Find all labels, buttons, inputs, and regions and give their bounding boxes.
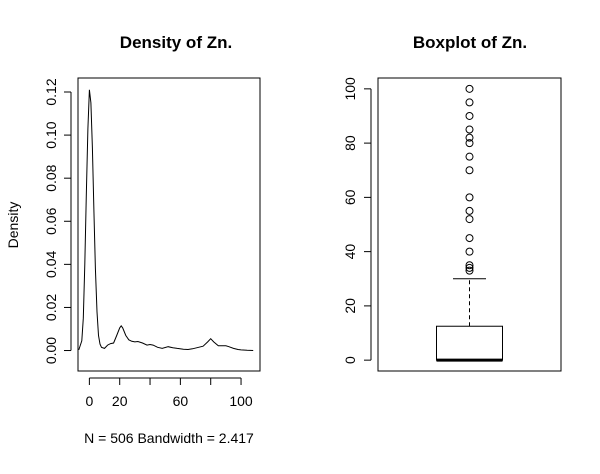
boxplot-outlier-point bbox=[465, 133, 474, 142]
density-panel: Density of Zn. 0.000.020.040.060.080.100… bbox=[5, 33, 261, 446]
boxplot-outlier-point bbox=[465, 261, 474, 270]
boxplot-title: Boxplot of Zn. bbox=[413, 33, 527, 52]
density-x-label: N = 506 Bandwidth = 2.417 bbox=[84, 430, 254, 446]
boxplot-outliers bbox=[465, 84, 474, 275]
boxplot-y-tick-label: 60 bbox=[342, 189, 358, 205]
boxplot-panel: Boxplot of Zn. 0 20 40 60 80 100 bbox=[342, 33, 562, 372]
boxplot-y-tick-label: 80 bbox=[342, 135, 358, 151]
boxplot-outlier-point bbox=[465, 111, 474, 120]
boxplot-outlier-point bbox=[465, 125, 474, 134]
boxplot-box-group bbox=[436, 278, 503, 362]
density-y-tick-label: 0.06 bbox=[43, 207, 59, 234]
boxplot-y-axis: 0 20 40 60 80 100 bbox=[342, 77, 372, 364]
density-x-axis: 0 20 60 100 bbox=[85, 377, 253, 409]
density-x-tick-label: 20 bbox=[112, 393, 128, 409]
density-y-tick-label: 0.12 bbox=[43, 78, 59, 105]
boxplot-outlier-point bbox=[465, 206, 474, 215]
boxplot-outlier-point bbox=[465, 247, 474, 256]
boxplot-outlier-point bbox=[465, 215, 474, 224]
boxplot-y-tick-label: 0 bbox=[342, 356, 358, 364]
density-y-tick-label: 0.02 bbox=[43, 294, 59, 321]
boxplot-y-tick-label: 100 bbox=[342, 77, 358, 101]
boxplot-plot-frame bbox=[377, 77, 562, 372]
density-y-axis: 0.00 0.02 0.04 0.06 0.08 0.10 0.12 bbox=[43, 78, 72, 364]
density-y-label: Density bbox=[5, 202, 21, 249]
boxplot-y-tick-label: 40 bbox=[342, 244, 358, 260]
density-plot-frame bbox=[77, 77, 261, 372]
density-x-tick-label: 100 bbox=[229, 393, 253, 409]
boxplot-box bbox=[436, 325, 503, 361]
density-title: Density of Zn. bbox=[120, 33, 232, 52]
density-y-tick-label: 0.04 bbox=[43, 251, 59, 278]
boxplot-outlier-point bbox=[465, 263, 474, 272]
density-y-tick-label: 0.10 bbox=[43, 121, 59, 148]
density-y-tick-label: 0.08 bbox=[43, 164, 59, 191]
boxplot-outlier-point bbox=[465, 139, 474, 148]
boxplot-y-tick-label: 20 bbox=[342, 298, 358, 314]
density-y-tick-label: 0.00 bbox=[43, 337, 59, 364]
boxplot-outlier-point bbox=[465, 166, 474, 175]
boxplot-outlier-point bbox=[465, 98, 474, 107]
boxplot-outlier-point bbox=[465, 152, 474, 161]
boxplot-outlier-point bbox=[465, 193, 474, 202]
density-x-tick-label: 60 bbox=[173, 393, 189, 409]
boxplot-outlier-point bbox=[465, 84, 474, 93]
density-curve bbox=[78, 89, 254, 351]
density-x-tick-label: 0 bbox=[85, 393, 93, 409]
boxplot-outlier-point bbox=[465, 234, 474, 243]
boxplot-outlier-point bbox=[465, 266, 474, 275]
